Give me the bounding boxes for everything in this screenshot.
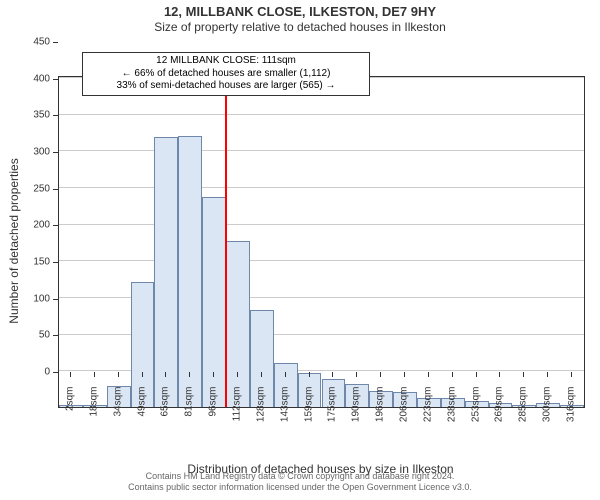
xtick-mark [476,372,477,377]
gridline [59,260,584,261]
xtick-label: 143sqm [279,387,290,437]
xtick-mark [356,372,357,377]
ytick-label: 250 [0,183,50,194]
footer-line2: Contains public sector information licen… [0,482,600,494]
xtick-label: 34sqm [112,387,123,437]
plot-area [58,76,585,408]
xtick-label: 238sqm [446,387,457,437]
xtick-mark [261,372,262,377]
ytick-label: 300 [0,147,50,158]
xtick-mark [523,372,524,377]
xtick-label: 112sqm [231,387,242,437]
annotation-line: ← 66% of detached houses are smaller (1,… [89,68,363,81]
xtick-mark [309,372,310,377]
annotation-line: 33% of semi-detached houses are larger (… [89,80,363,93]
xtick-mark [380,372,381,377]
ytick-label: 150 [0,257,50,268]
xtick-label: 190sqm [351,387,362,437]
xtick-label: 18sqm [88,387,99,437]
ytick-mark [53,152,58,153]
histogram-bar [226,241,250,407]
ytick-label: 350 [0,110,50,121]
ytick-mark [53,299,58,300]
ytick-label: 400 [0,73,50,84]
footer-line1: Contains HM Land Registry data © Crown c… [0,471,600,483]
xtick-label: 175sqm [327,387,338,437]
xtick-label: 300sqm [542,387,553,437]
xtick-label: 2sqm [64,387,75,437]
ytick-label: 450 [0,37,50,48]
xtick-mark [332,372,333,377]
xtick-label: 49sqm [136,387,147,437]
xtick-mark [118,372,119,377]
xtick-label: 316sqm [566,387,577,437]
annotation-box: 12 MILLBANK CLOSE: 111sqm← 66% of detach… [82,52,370,96]
annotation-line: 12 MILLBANK CLOSE: 111sqm [89,55,363,68]
xtick-mark [213,372,214,377]
xtick-label: 65sqm [160,387,171,437]
page-title: 12, MILLBANK CLOSE, ILKESTON, DE7 9HY [0,0,600,20]
xtick-mark [142,372,143,377]
gridline [59,224,584,225]
page-subtitle: Size of property relative to detached ho… [0,20,600,34]
ytick-mark [53,372,58,373]
ytick-label: 200 [0,220,50,231]
footer: Contains HM Land Registry data © Crown c… [0,471,600,494]
xtick-mark [499,372,500,377]
xtick-label: 269sqm [494,387,505,437]
ytick-mark [53,189,58,190]
ytick-label: 50 [0,330,50,341]
xtick-mark [165,372,166,377]
xtick-label: 81sqm [184,387,195,437]
xtick-label: 128sqm [255,387,266,437]
xtick-label: 253sqm [470,387,481,437]
chart-container: 12, MILLBANK CLOSE, ILKESTON, DE7 9HY Si… [0,0,600,500]
gridline [59,187,584,188]
gridline [59,150,584,151]
xtick-mark [94,372,95,377]
ytick-mark [53,225,58,226]
ytick-mark [53,79,58,80]
reference-line [225,77,227,407]
xtick-mark [547,372,548,377]
xtick-mark [237,372,238,377]
xtick-label: 206sqm [399,387,410,437]
xtick-label: 196sqm [375,387,386,437]
xtick-mark [70,372,71,377]
xtick-mark [452,372,453,377]
xtick-mark [404,372,405,377]
histogram-bar [154,137,178,407]
ytick-label: 100 [0,293,50,304]
histogram-bar [178,136,202,407]
xtick-mark [428,372,429,377]
xtick-label: 285sqm [518,387,529,437]
xtick-mark [285,372,286,377]
gridline [59,114,584,115]
ytick-mark [53,262,58,263]
xtick-label: 96sqm [208,387,219,437]
xtick-mark [571,372,572,377]
ytick-label: 0 [0,367,50,378]
ytick-mark [53,335,58,336]
ytick-mark [53,42,58,43]
xtick-label: 223sqm [422,387,433,437]
xtick-mark [189,372,190,377]
xtick-label: 159sqm [303,387,314,437]
ytick-mark [53,115,58,116]
